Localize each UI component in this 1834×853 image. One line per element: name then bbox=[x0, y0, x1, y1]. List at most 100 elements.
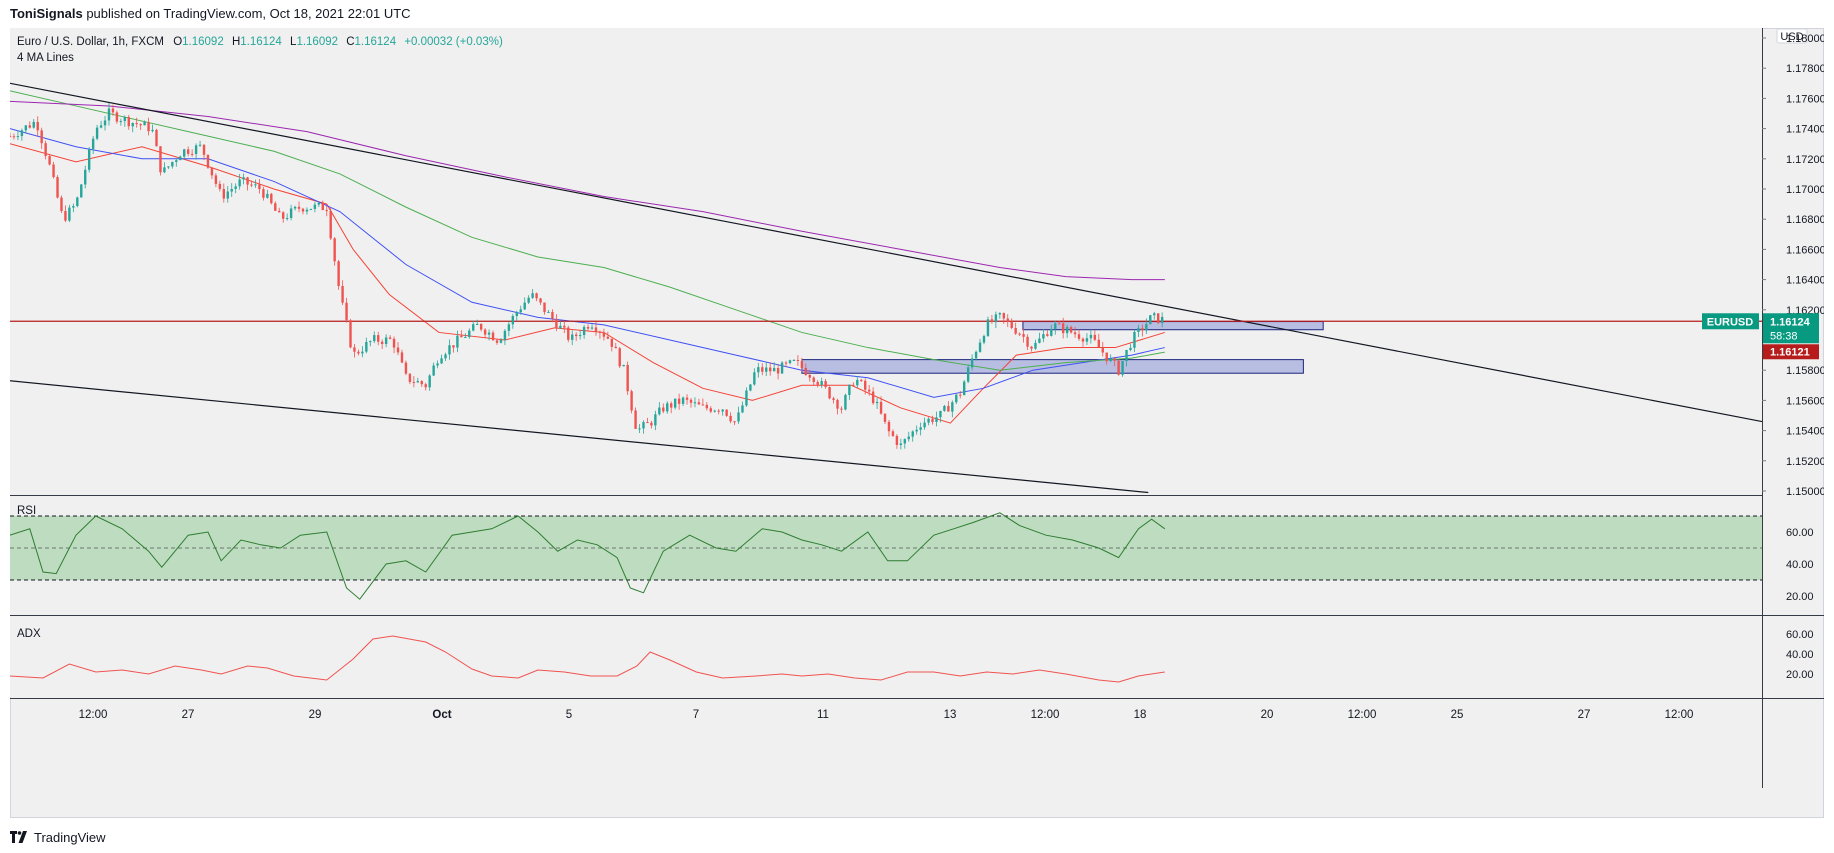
candle-body[interactable] bbox=[16, 136, 20, 138]
candle-body[interactable] bbox=[464, 336, 467, 338]
candle-body[interactable] bbox=[614, 346, 617, 349]
candle-body[interactable] bbox=[369, 341, 372, 343]
candle-body[interactable] bbox=[206, 154, 210, 168]
candle-body[interactable] bbox=[1160, 316, 1164, 324]
candle-body[interactable] bbox=[151, 129, 154, 132]
candle-body[interactable] bbox=[662, 407, 665, 412]
candle-body[interactable] bbox=[1006, 318, 1009, 322]
candle-body[interactable] bbox=[709, 408, 712, 412]
candle-body[interactable] bbox=[107, 108, 111, 121]
candle-body[interactable] bbox=[515, 312, 518, 317]
candle-body[interactable] bbox=[951, 402, 954, 412]
candle-body[interactable] bbox=[404, 362, 408, 374]
candle-body[interactable] bbox=[476, 323, 479, 325]
candle-body[interactable] bbox=[258, 184, 261, 190]
candle-body[interactable] bbox=[396, 347, 400, 353]
currency-button[interactable] bbox=[1776, 28, 1808, 44]
candle-body[interactable] bbox=[1065, 327, 1069, 334]
candle-body[interactable] bbox=[345, 302, 348, 321]
candle-body[interactable] bbox=[333, 238, 336, 262]
candle-body[interactable] bbox=[994, 314, 998, 323]
candle-body[interactable] bbox=[483, 329, 487, 335]
candle-body[interactable] bbox=[309, 208, 313, 210]
candle-body[interactable] bbox=[856, 379, 859, 386]
candle-body[interactable] bbox=[99, 125, 103, 128]
candle-body[interactable] bbox=[87, 148, 91, 170]
candle-body[interactable] bbox=[1014, 327, 1017, 334]
candle-body[interactable] bbox=[836, 399, 839, 409]
candle-body[interactable] bbox=[1042, 334, 1045, 339]
candle-body[interactable] bbox=[361, 351, 364, 354]
candle-body[interactable] bbox=[246, 177, 249, 185]
candle-body[interactable] bbox=[559, 325, 562, 329]
candle-body[interactable] bbox=[218, 183, 222, 189]
candle-body[interactable] bbox=[238, 179, 241, 187]
candle-body[interactable] bbox=[373, 335, 376, 342]
candle-body[interactable] bbox=[705, 404, 709, 409]
candle-body[interactable] bbox=[1157, 313, 1160, 324]
candle-body[interactable] bbox=[424, 384, 427, 388]
candle-body[interactable] bbox=[582, 326, 586, 336]
candle-body[interactable] bbox=[159, 146, 162, 173]
candle-body[interactable] bbox=[1081, 338, 1085, 342]
candle-body[interactable] bbox=[658, 407, 661, 415]
candle-body[interactable] bbox=[190, 153, 194, 155]
candle-body[interactable] bbox=[48, 156, 51, 165]
candle-body[interactable] bbox=[1030, 346, 1033, 349]
candle-body[interactable] bbox=[377, 335, 380, 342]
candle-body[interactable] bbox=[689, 399, 693, 403]
candle-body[interactable] bbox=[317, 202, 321, 205]
candle-body[interactable] bbox=[111, 108, 115, 113]
candle-body[interactable] bbox=[171, 161, 174, 167]
candle-body[interactable] bbox=[1109, 358, 1112, 362]
candle-body[interactable] bbox=[741, 405, 744, 413]
candle-body[interactable] bbox=[313, 204, 317, 209]
candle-body[interactable] bbox=[535, 293, 538, 299]
candle-body[interactable] bbox=[618, 348, 621, 367]
candle-body[interactable] bbox=[867, 389, 871, 392]
candle-body[interactable] bbox=[638, 428, 641, 430]
candle-body[interactable] bbox=[959, 394, 962, 396]
candle-body[interactable] bbox=[650, 422, 653, 426]
candle-body[interactable] bbox=[139, 124, 142, 126]
candle-body[interactable] bbox=[202, 144, 206, 155]
candle-body[interactable] bbox=[297, 206, 301, 209]
candle-body[interactable] bbox=[832, 398, 835, 400]
candle-body[interactable] bbox=[44, 143, 47, 157]
candle-body[interactable] bbox=[765, 367, 768, 372]
trendline[interactable] bbox=[10, 82, 1763, 423]
candle-body[interactable] bbox=[270, 193, 273, 204]
candle-body[interactable] bbox=[1113, 358, 1116, 361]
candle-body[interactable] bbox=[1121, 361, 1124, 375]
candle-body[interactable] bbox=[499, 340, 503, 343]
candle-body[interactable] bbox=[289, 208, 293, 218]
moving-average-line[interactable] bbox=[10, 100, 1165, 281]
candle-body[interactable] bbox=[91, 138, 95, 149]
candle-body[interactable] bbox=[479, 323, 483, 330]
candle-body[interactable] bbox=[72, 206, 75, 208]
candle-body[interactable] bbox=[214, 175, 218, 184]
candle-body[interactable] bbox=[1073, 332, 1077, 335]
candle-body[interactable] bbox=[725, 409, 728, 416]
candle-body[interactable] bbox=[531, 293, 534, 298]
candle-body[interactable] bbox=[163, 167, 166, 173]
candle-body[interactable] bbox=[52, 164, 55, 178]
candle-body[interactable] bbox=[622, 364, 625, 367]
candle-body[interactable] bbox=[194, 145, 198, 155]
candle-body[interactable] bbox=[1010, 321, 1013, 328]
candle-body[interactable] bbox=[36, 121, 39, 131]
candle-body[interactable] bbox=[135, 122, 138, 125]
candle-body[interactable] bbox=[491, 332, 495, 341]
candle-body[interactable] bbox=[278, 210, 281, 213]
candle-body[interactable] bbox=[84, 169, 87, 185]
candle-body[interactable] bbox=[210, 167, 214, 176]
candle-body[interactable] bbox=[523, 302, 526, 310]
candle-body[interactable] bbox=[103, 120, 107, 126]
candle-body[interactable] bbox=[408, 373, 412, 382]
candle-body[interactable] bbox=[1050, 328, 1053, 336]
candle-body[interactable] bbox=[974, 351, 978, 359]
candle-body[interactable] bbox=[551, 311, 554, 319]
candle-body[interactable] bbox=[254, 184, 257, 186]
candle-body[interactable] bbox=[266, 193, 269, 198]
candle-body[interactable] bbox=[155, 129, 158, 147]
